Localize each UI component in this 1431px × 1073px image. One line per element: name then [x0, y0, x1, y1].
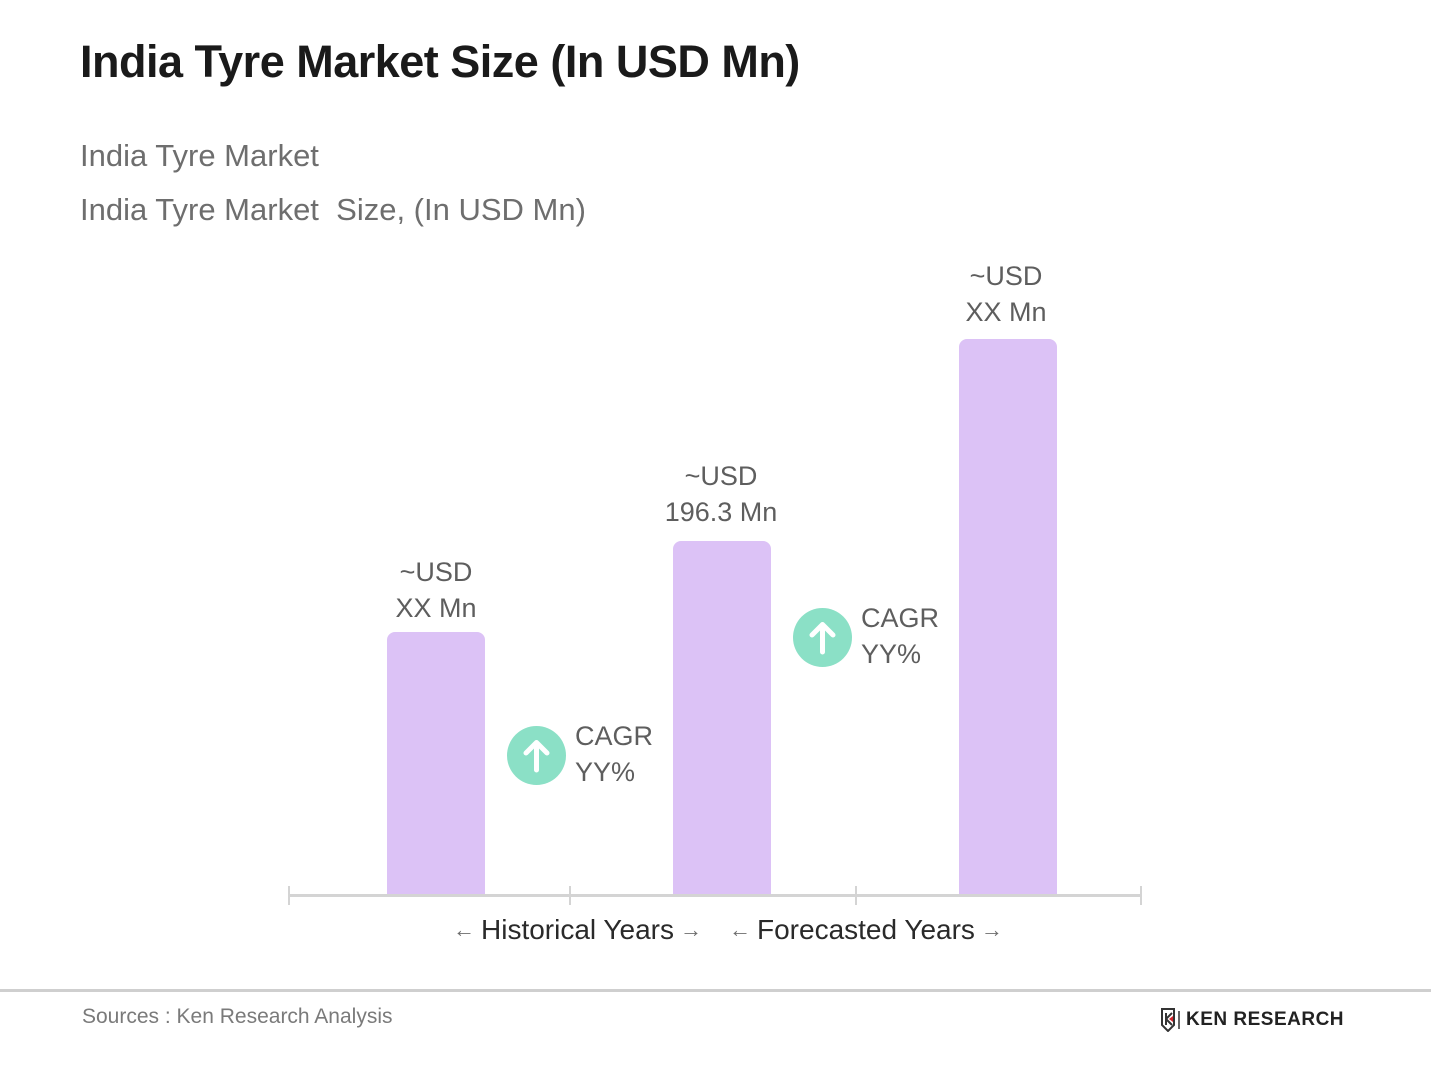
cagr-value: YY%: [575, 757, 636, 787]
bar-3-label-line1: ~USD: [969, 261, 1043, 291]
bar-2-label-line2: 196.3 Mn: [664, 497, 778, 527]
cagr-up-arrow-icon: [507, 726, 566, 785]
arrow-right-icon: →: [980, 917, 1003, 942]
historical-years-label: ← Historical Years →: [453, 914, 702, 946]
chart-subtitle: India Tyre Market: [80, 138, 319, 173]
ken-research-logo-text: KEN RESEARCH: [1186, 1009, 1345, 1030]
chart-subtitle-units: India Tyre Market Size, (In USD Mn): [80, 192, 586, 227]
cagr-label: CAGR: [575, 721, 654, 751]
bar-3-label-line2: XX Mn: [965, 297, 1047, 327]
arrow-right-icon: →: [679, 917, 702, 942]
x-axis-tick: [569, 886, 571, 905]
bar-historical-start: [387, 632, 485, 895]
x-axis-tick: [1140, 886, 1142, 905]
forecasted-years-label: ← Forecasted Years →: [729, 914, 1003, 946]
bar-base-year: [673, 541, 771, 895]
bar-2-value-label: ~USD 196.3 Mn: [621, 458, 821, 530]
source-note: Sources : Ken Research Analysis: [82, 1005, 393, 1028]
x-axis-tick: [855, 886, 857, 905]
footer-divider: [0, 989, 1431, 992]
bar-2-label-line1: ~USD: [684, 461, 758, 491]
cagr-label: CAGR: [861, 603, 940, 633]
forecasted-years-text: Forecasted Years: [757, 914, 975, 945]
cagr-value: YY%: [861, 639, 922, 669]
bar-forecast-end: [959, 339, 1057, 895]
ken-research-logo: KEN RESEARCH: [1160, 1008, 1344, 1032]
bar-1-value-label: ~USD XX Mn: [336, 554, 536, 626]
cagr-historical: CAGR YY%: [575, 718, 653, 790]
ken-research-logo-icon: [1161, 1008, 1180, 1032]
arrow-left-icon: ←: [453, 917, 475, 942]
x-axis-line: [289, 894, 1142, 897]
x-axis-tick: [288, 886, 290, 905]
chart-title: India Tyre Market Size (In USD Mn): [80, 36, 800, 87]
cagr-forecast: CAGR YY%: [861, 600, 939, 672]
historical-years-text: Historical Years: [481, 914, 674, 945]
bar-1-label-line2: XX Mn: [395, 593, 477, 623]
cagr-up-arrow-icon: [793, 608, 852, 667]
arrow-left-icon: ←: [729, 917, 751, 942]
bar-1-label-line1: ~USD: [399, 557, 473, 587]
bar-3-value-label: ~USD XX Mn: [906, 258, 1106, 330]
